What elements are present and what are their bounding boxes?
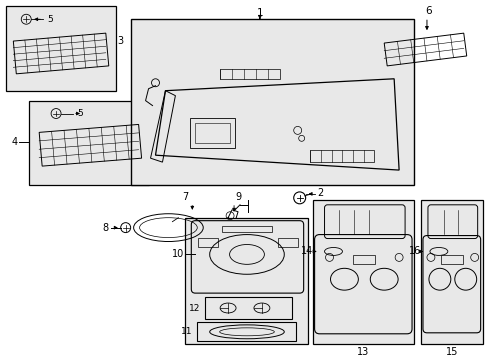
Bar xyxy=(6,6,116,91)
Text: 3: 3 xyxy=(118,36,123,46)
Bar xyxy=(197,322,295,341)
Bar xyxy=(190,118,235,148)
Bar xyxy=(220,69,279,79)
Bar xyxy=(277,238,297,247)
Bar xyxy=(309,150,373,162)
Bar xyxy=(198,238,218,247)
Bar xyxy=(353,255,374,264)
Bar xyxy=(29,100,148,185)
Text: 6: 6 xyxy=(425,6,431,16)
Bar xyxy=(205,297,291,319)
Text: 14: 14 xyxy=(301,247,313,256)
Text: 8: 8 xyxy=(102,222,108,233)
Bar xyxy=(222,226,271,231)
Bar xyxy=(420,200,482,344)
Bar xyxy=(312,200,413,344)
Text: 11: 11 xyxy=(181,327,192,336)
Text: 15: 15 xyxy=(445,347,457,357)
Text: 5: 5 xyxy=(77,109,82,118)
Text: 13: 13 xyxy=(356,347,369,357)
Text: 10: 10 xyxy=(172,249,184,260)
Bar xyxy=(440,255,462,264)
Text: 1: 1 xyxy=(256,8,263,18)
Text: 7: 7 xyxy=(182,192,188,202)
Text: 4: 4 xyxy=(11,137,17,147)
Text: 5: 5 xyxy=(47,15,53,24)
Text: 2: 2 xyxy=(317,188,323,198)
Text: 9: 9 xyxy=(235,192,241,202)
Bar xyxy=(130,19,413,185)
Text: 16: 16 xyxy=(408,247,420,256)
Bar xyxy=(185,218,307,344)
Text: 12: 12 xyxy=(188,303,200,312)
Bar xyxy=(195,123,230,143)
